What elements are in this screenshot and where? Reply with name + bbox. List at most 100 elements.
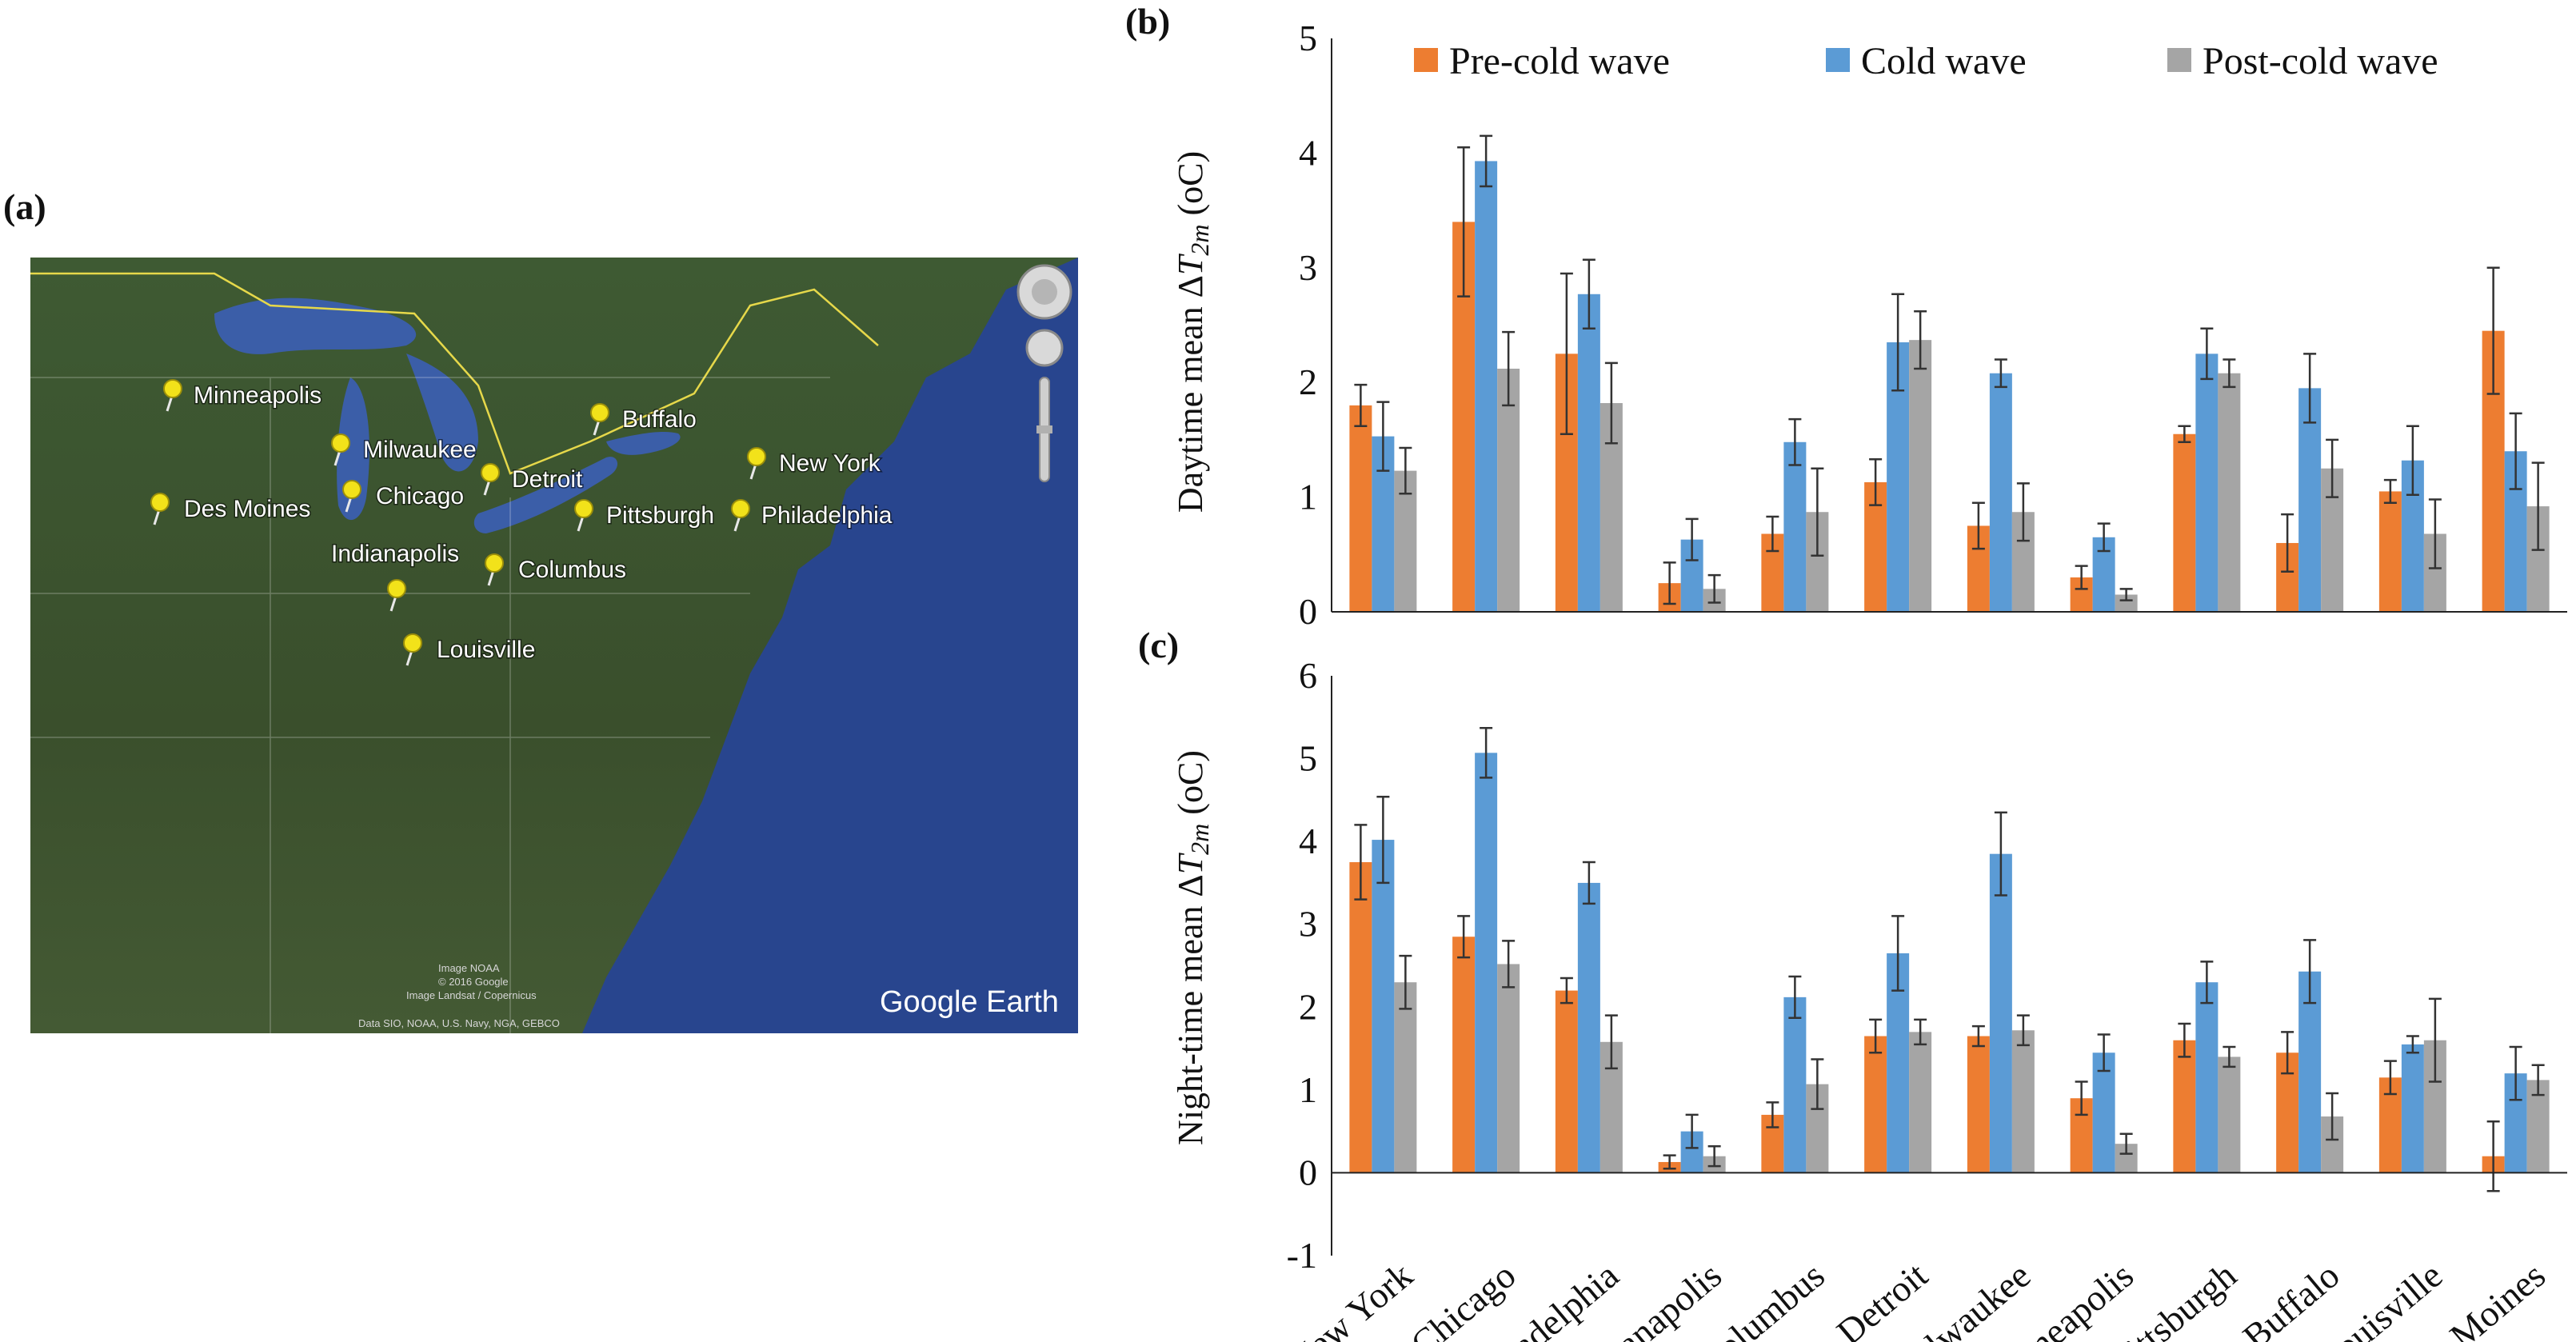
bar-cold-wave (1680, 539, 1703, 612)
error-bar (1582, 861, 1596, 905)
error-bar (1707, 573, 1721, 604)
error-bar (2097, 1033, 2111, 1072)
city-label: Des Moines (184, 496, 310, 522)
error-bar (2016, 1014, 2030, 1047)
bar-post-cold-wave (1394, 470, 1417, 612)
x-tick-label: Buffalo (2235, 1255, 2347, 1342)
bar-pre-cold-wave (2378, 491, 2402, 612)
bar-cold-wave (2092, 1052, 2115, 1173)
map-pin-columbus[interactable]: Columbus (485, 553, 628, 586)
error-bar (2097, 522, 2111, 553)
bar-pre-cold-wave (2173, 1040, 2196, 1173)
bar-pre-cold-wave (1761, 1114, 1784, 1173)
bar-post-cold-wave (2526, 1080, 2550, 1173)
bar-cold-wave (1680, 1131, 1703, 1173)
x-tick-label: Minneapolis (1974, 1255, 2141, 1342)
bar-post-cold-wave (2011, 512, 2035, 612)
x-tick-label: Columbus (1690, 1255, 1832, 1342)
error-bar (2016, 482, 2030, 542)
bar-post-cold-wave (2423, 533, 2446, 612)
bar-cold-wave (1475, 161, 1498, 613)
map-zoom-slider[interactable] (1036, 377, 1052, 482)
map-pin-buffalo[interactable]: Buffalo (590, 403, 697, 436)
x-tick-label: Des Moines (2391, 1255, 2553, 1342)
satellite-map: Image NOAA © 2016 Google Image Landsat /… (30, 258, 1078, 1033)
map-pin-des-moines[interactable]: Des Moines (150, 493, 312, 525)
x-tick-label: Philadelphia (1459, 1255, 1626, 1342)
bar-post-cold-wave (2526, 506, 2550, 612)
bar-post-cold-wave (1909, 1032, 1932, 1173)
bar-pre-cold-wave (1452, 222, 1476, 612)
error-bar (1914, 1018, 1927, 1046)
map-pin-pittsburgh[interactable]: Pittsburgh (574, 499, 716, 532)
x-tick-label: Detroit (1829, 1254, 1935, 1342)
error-bar (1811, 467, 1824, 557)
error-bar (1811, 1058, 1824, 1110)
error-bar (1480, 727, 1493, 779)
error-bar (2406, 1035, 2419, 1054)
error-bar (1869, 458, 1883, 506)
error-bar (2428, 498, 2442, 569)
map-pin-philadelphia[interactable]: Philadelphia (731, 499, 893, 532)
city-label: Chicago (376, 483, 464, 509)
bar-pre-cold-wave (2276, 1052, 2299, 1173)
y-tick-label: 4 (1299, 821, 1317, 861)
map-pin-minneapolis[interactable]: Minneapolis (163, 379, 323, 412)
city-label: Buffalo (622, 406, 697, 433)
bar-pre-cold-wave (2378, 1077, 2402, 1173)
city-label: New York (779, 450, 881, 477)
map-pin-milwaukee[interactable]: Milwaukee (331, 433, 477, 466)
y-tick-label: 1 (1299, 477, 1317, 517)
x-tick-label: Milwaukee (1885, 1255, 2038, 1342)
bar-pre-cold-wave (1349, 862, 1372, 1173)
bar-pre-cold-wave (2070, 1098, 2093, 1173)
error-bar (1399, 446, 1412, 495)
error-bar (1994, 811, 2007, 897)
legend-label: Cold wave (1861, 40, 2027, 82)
error-bar (1914, 310, 1927, 370)
x-tick-label: New York (1280, 1255, 1420, 1342)
bar-post-cold-wave (1806, 1084, 1829, 1173)
error-bar (2383, 1060, 2397, 1096)
map-pin-indianapolis[interactable]: Indianapolis (330, 540, 461, 612)
bar-cold-wave (1989, 853, 2012, 1173)
y-axis-label-nighttime: Night-time mean ΔT2m (oC) (1171, 750, 1214, 1145)
bar-cold-wave (1577, 882, 1600, 1173)
error-bar (2486, 1120, 2500, 1192)
bar-cold-wave (2092, 537, 2115, 612)
map-image: Image NOAA © 2016 Google Image Landsat /… (30, 258, 1078, 1033)
error-bar (2326, 438, 2339, 498)
legend-item-pre-cold-wave: Pre-cold wave (1414, 40, 1670, 82)
error-bar (2486, 266, 2500, 395)
map-compass-control[interactable] (1016, 264, 1072, 320)
error-bar (1582, 258, 1596, 330)
error-bar (1560, 272, 1573, 435)
map-pin-new-york[interactable]: New York (747, 447, 882, 480)
error-bar (2428, 997, 2442, 1083)
bar-pre-cold-wave (1658, 1161, 1681, 1173)
city-label: Indianapolis (331, 541, 459, 567)
error-bar (1376, 795, 1390, 885)
city-label: Milwaukee (363, 437, 477, 463)
error-bar (1604, 1014, 1618, 1070)
map-pin-detroit[interactable]: Detroit (481, 463, 585, 496)
map-pin-louisville[interactable]: Louisville (403, 633, 537, 666)
x-tick-label: Indianapolis (1564, 1255, 1729, 1342)
error-bar (1891, 293, 1905, 392)
bar-pre-cold-wave (1967, 525, 1990, 612)
error-bar (1376, 401, 1390, 472)
error-bar (1502, 330, 1516, 407)
error-bar (2406, 425, 2419, 496)
attribution-line-4: Data SIO, NOAA, U.S. Navy, NGA, GEBCO (358, 1017, 560, 1029)
bar-pre-cold-wave (1864, 481, 1887, 612)
error-bar (1560, 977, 1573, 1005)
map-pin-chicago[interactable]: Chicago (342, 480, 465, 513)
bar-pre-cold-wave (2482, 330, 2505, 612)
bar-post-cold-wave (2321, 1116, 2344, 1173)
bar-cold-wave (1783, 997, 1807, 1173)
bar-pre-cold-wave (1658, 583, 1681, 612)
map-pan-control[interactable] (1025, 329, 1064, 367)
bar-pre-cold-wave (2070, 577, 2093, 612)
y-tick-label: 5 (1299, 738, 1317, 779)
error-bar (2178, 1022, 2191, 1058)
